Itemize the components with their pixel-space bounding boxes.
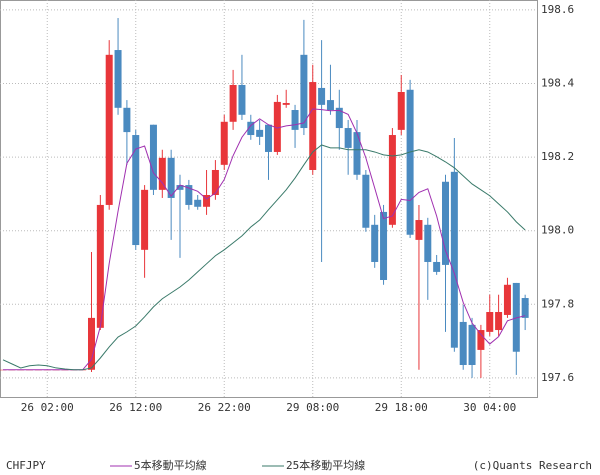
candle-body <box>149 124 157 190</box>
y-tick-label: 198.0 <box>541 224 574 237</box>
y-tick-label: 197.6 <box>541 371 574 384</box>
candle-body <box>503 284 511 315</box>
candle-body <box>185 185 193 205</box>
candle-body <box>415 220 423 240</box>
candle-body <box>477 330 485 350</box>
y-tick-label: 198.2 <box>541 150 574 163</box>
candle-body <box>194 199 202 207</box>
candle-body <box>495 312 503 331</box>
candle-body <box>380 211 388 280</box>
candle-body <box>141 189 149 250</box>
candle-body <box>158 157 166 190</box>
candle-body <box>344 128 352 148</box>
x-tick-label: 29 18:00 <box>375 401 428 414</box>
y-tick-label: 198.6 <box>541 3 574 16</box>
candle-body <box>335 107 343 129</box>
candle-body <box>433 261 441 272</box>
candle-body <box>211 169 219 196</box>
candle-body <box>388 135 396 225</box>
candle-body <box>123 107 131 133</box>
candle-body <box>88 317 95 370</box>
candle-body <box>167 157 175 198</box>
candle-body <box>406 89 414 235</box>
legend-label: 25本移動平均線 <box>286 458 365 472</box>
x-tick-label: 26 22:00 <box>198 401 251 414</box>
candle-body <box>318 87 326 105</box>
candle-body <box>176 185 184 190</box>
candle-body <box>132 135 140 246</box>
candle-body <box>424 224 432 262</box>
x-tick-label: 30 04:00 <box>463 401 516 414</box>
candle-body <box>105 54 113 205</box>
candle-body <box>326 100 334 111</box>
moving-average <box>3 108 526 371</box>
candle-body <box>459 321 467 365</box>
candle-body <box>468 324 476 365</box>
candle-body <box>265 124 272 152</box>
candle-body <box>247 121 255 136</box>
legend-label: 5本移動平均線 <box>134 458 207 472</box>
candle-body <box>96 204 104 328</box>
candle-body <box>397 91 405 130</box>
candle-body <box>486 312 494 332</box>
candle-body <box>371 224 379 262</box>
x-tick-label: 26 02:00 <box>21 401 74 414</box>
candle-body <box>512 282 520 352</box>
candle-body <box>353 132 361 175</box>
candle-body <box>256 129 264 137</box>
candle-body <box>273 101 281 152</box>
candle-body <box>442 181 449 265</box>
candle-body <box>238 84 246 115</box>
symbol: CHFJPY <box>6 459 46 472</box>
candle-body <box>203 195 211 207</box>
candle-body <box>282 103 290 105</box>
candle-body <box>450 171 458 348</box>
x-tick-label: 29 08:00 <box>286 401 339 414</box>
candle-body <box>220 121 228 165</box>
y-tick-label: 197.8 <box>541 297 574 310</box>
candle-body <box>229 84 237 122</box>
candle-body <box>521 298 529 318</box>
candle-body <box>291 110 299 130</box>
moving-average <box>2 144 526 371</box>
candle-body <box>362 174 370 228</box>
x-tick-label: 26 12:00 <box>109 401 162 414</box>
credit: (c)Quants Research <box>473 459 592 472</box>
y-tick-label: 198.4 <box>541 77 574 90</box>
candle-body <box>309 82 317 170</box>
candle-body <box>300 54 308 129</box>
candle-body <box>114 50 122 108</box>
